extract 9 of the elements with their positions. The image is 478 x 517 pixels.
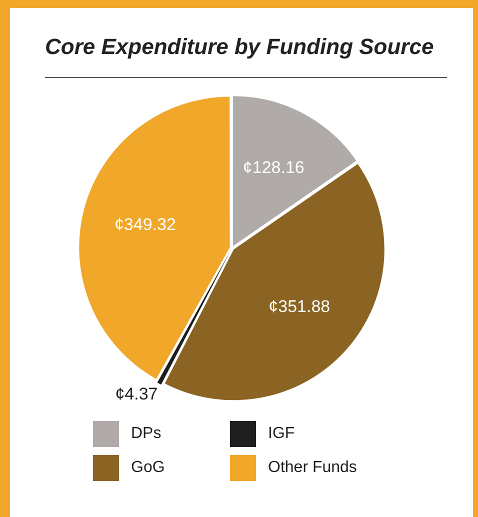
- data-label: ¢349.32: [114, 215, 176, 234]
- legend-label: Other Funds: [268, 459, 357, 477]
- data-label: ¢351.88: [268, 296, 330, 316]
- legend-label: DPs: [131, 425, 162, 443]
- chart-title: Core Expenditure by Funding Source: [45, 34, 435, 60]
- data-label: ¢128.16: [242, 158, 304, 178]
- legend-label: IGF: [268, 425, 295, 443]
- legend-label: GoG: [131, 459, 165, 477]
- data-label: ¢4.37: [115, 384, 158, 404]
